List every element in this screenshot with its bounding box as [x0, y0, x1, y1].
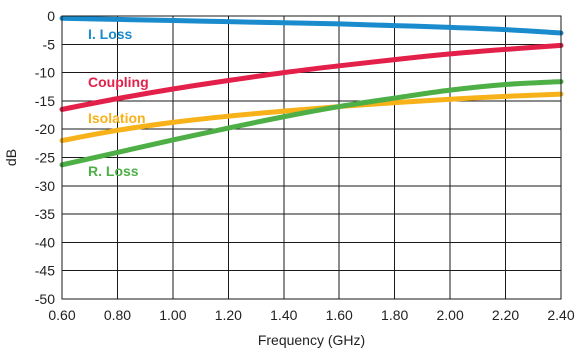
x-tick-label: 0.80 — [104, 307, 131, 323]
series-line-i-loss — [59, 15, 564, 36]
y-tick-label: -25 — [35, 150, 55, 166]
y-tick-label: -10 — [35, 65, 55, 81]
y-tick-label: -45 — [35, 263, 55, 279]
y-tick-label: -5 — [43, 36, 56, 52]
x-tick-label: 1.80 — [381, 307, 408, 323]
x-tick-label: 2.00 — [436, 307, 463, 323]
x-tick-label: 1.20 — [215, 307, 242, 323]
series-label-coupling: Coupling — [88, 74, 149, 90]
y-tick-label: -30 — [35, 178, 55, 194]
y-axis-ticks: 0 -5 -10 -15 -20 -25 -30 -35 -40 -45 -50 — [35, 8, 55, 307]
x-tick-label: 1.60 — [326, 307, 353, 323]
plot-frame — [61, 15, 562, 300]
x-tick-label: 0.60 — [48, 307, 75, 323]
x-axis-title: Frequency (GHz) — [258, 332, 365, 348]
series-labels: I. Loss Coupling Isolation R. Loss — [88, 26, 149, 179]
x-tick-label: 2.20 — [492, 307, 519, 323]
series-label-i-loss: I. Loss — [88, 26, 133, 42]
y-tick-label: -20 — [35, 121, 55, 137]
series-label-r-loss: R. Loss — [88, 163, 139, 179]
series-line-coupling — [59, 42, 564, 112]
series-line-r-loss — [59, 79, 564, 168]
y-axis-title: dB — [3, 149, 19, 166]
y-tick-label: 0 — [47, 8, 55, 24]
series-line-isolation — [59, 91, 564, 144]
series-label-isolation: Isolation — [88, 110, 146, 126]
x-tick-label: 1.00 — [159, 307, 186, 323]
y-tick-label: -40 — [35, 234, 55, 250]
y-tick-label: -15 — [35, 93, 55, 109]
y-tick-label: -50 — [35, 291, 55, 307]
x-tick-label: 1.40 — [270, 307, 297, 323]
y-tick-label: -35 — [35, 206, 55, 222]
grid — [61, 15, 562, 300]
x-axis-ticks: 0.60 0.80 1.00 1.20 1.40 1.60 1.80 2.00 2.20 2.40 — [48, 307, 574, 323]
series-lines — [59, 15, 564, 168]
x-tick-label: 2.40 — [547, 307, 574, 323]
